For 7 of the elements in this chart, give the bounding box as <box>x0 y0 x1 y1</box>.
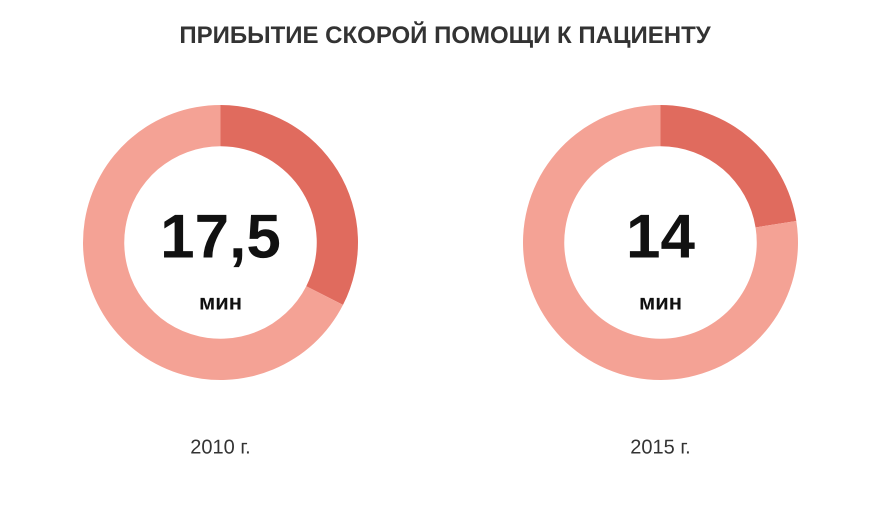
text: мин <box>638 290 682 315</box>
text: 17,5 <box>160 202 281 272</box>
text: ПРИБЫТИЕ СКОРОЙ ПОМОЩИ К ПАЦИЕНТУ <box>179 20 711 51</box>
text: 14 <box>626 202 696 272</box>
text: мин <box>198 290 242 315</box>
text: 2015 г. <box>630 436 691 459</box>
text: 2010 г. <box>190 436 251 459</box>
